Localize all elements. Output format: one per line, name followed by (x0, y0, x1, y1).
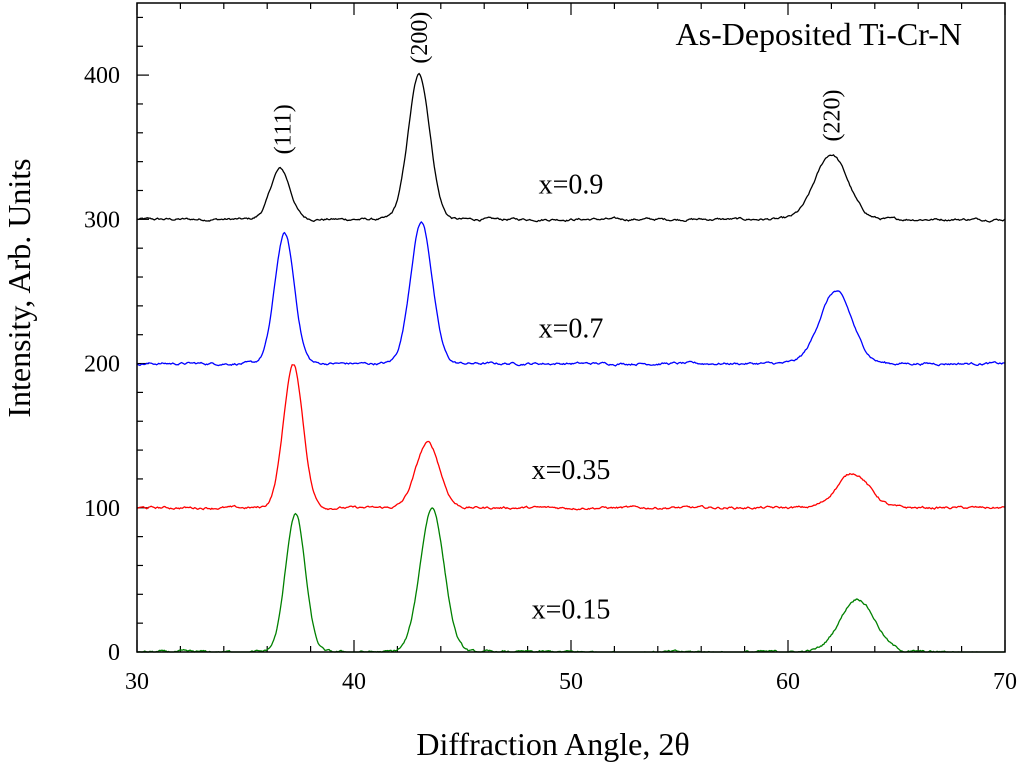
x-tick-label: 50 (559, 669, 583, 695)
y-axis-title: Intensity, Arb. Units (1, 158, 37, 417)
x-axis-title: Diffraction Angle, 2θ (416, 726, 689, 762)
peak-label: (200) (407, 12, 433, 64)
y-tick-label: 0 (108, 640, 120, 666)
series-group (136, 72, 1006, 653)
x-tick-label: 70 (993, 669, 1017, 695)
series-label: x=0.9 (539, 169, 604, 200)
series-line-1 (136, 220, 1006, 367)
y-tick-label: 200 (84, 352, 120, 378)
tick-labels: 30 40 50 60 70 0 100 200 300 400 (84, 63, 1017, 695)
series-line-2 (137, 364, 1006, 511)
y-tick-label: 400 (84, 63, 120, 89)
peak-label: (111) (270, 104, 296, 154)
x-tick-label: 40 (342, 669, 366, 695)
y-tick-label: 300 (84, 207, 120, 233)
axis-ticks (136, 3, 1006, 653)
series-line-0 (136, 72, 1006, 223)
labels-group: x=0.9 x=0.7 x=0.35 x=0.15 (111) (200) (220) (270, 12, 845, 626)
chart-title: As-Deposited Ti-Cr-N (676, 16, 962, 52)
series-label: x=0.35 (532, 455, 611, 486)
y-tick-label: 100 (84, 496, 120, 522)
plot-frame (136, 2, 1006, 653)
series-label: x=0.7 (539, 314, 604, 345)
x-tick-label: 60 (776, 669, 800, 695)
x-tick-label: 30 (125, 669, 149, 695)
series-line-3 (137, 507, 1006, 653)
peak-label: (220) (819, 89, 845, 141)
series-label: x=0.15 (532, 595, 611, 626)
